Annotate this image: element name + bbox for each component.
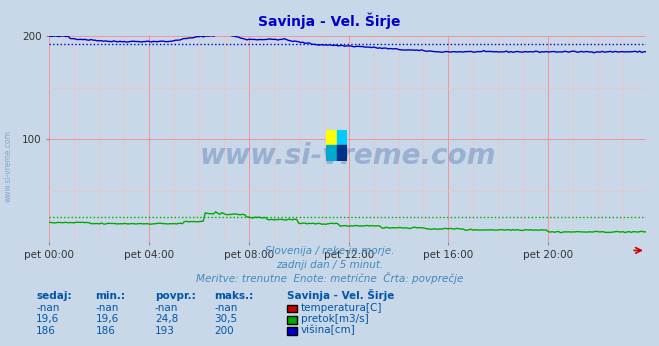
Text: maks.:: maks.: [214,291,254,301]
Text: 19,6: 19,6 [36,315,59,325]
Bar [326,145,337,161]
Text: Savinja - Vel. Širje: Savinja - Vel. Širje [258,12,401,29]
Text: sedaj:: sedaj: [36,291,72,301]
Text: 186: 186 [36,326,56,336]
Text: www.si-vreme.com: www.si-vreme.com [200,142,496,170]
Text: višina[cm]: višina[cm] [301,325,356,336]
Text: pretok[m3/s]: pretok[m3/s] [301,315,369,325]
Text: www.si-vreme.com: www.si-vreme.com [3,130,13,202]
Text: -nan: -nan [96,303,119,313]
Text: 19,6: 19,6 [96,315,119,325]
Text: 193: 193 [155,326,175,336]
Text: 200: 200 [214,326,234,336]
Text: 186: 186 [96,326,115,336]
Text: Meritve: trenutne  Enote: metrične  Črta: povprečje: Meritve: trenutne Enote: metrične Črta: … [196,272,463,284]
Text: temperatura[C]: temperatura[C] [301,303,383,313]
Text: 30,5: 30,5 [214,315,237,325]
Text: povpr.:: povpr.: [155,291,196,301]
Bar [337,130,347,145]
Text: -nan: -nan [36,303,59,313]
Text: Slovenija / reke in morje.: Slovenija / reke in morje. [265,246,394,256]
Text: -nan: -nan [155,303,178,313]
Text: -nan: -nan [214,303,237,313]
Text: min.:: min.: [96,291,126,301]
Text: Savinja - Vel. Širje: Savinja - Vel. Širje [287,289,394,301]
Text: zadnji dan / 5 minut.: zadnji dan / 5 minut. [276,260,383,270]
Bar [337,145,347,161]
Text: 24,8: 24,8 [155,315,178,325]
Bar [326,130,337,145]
